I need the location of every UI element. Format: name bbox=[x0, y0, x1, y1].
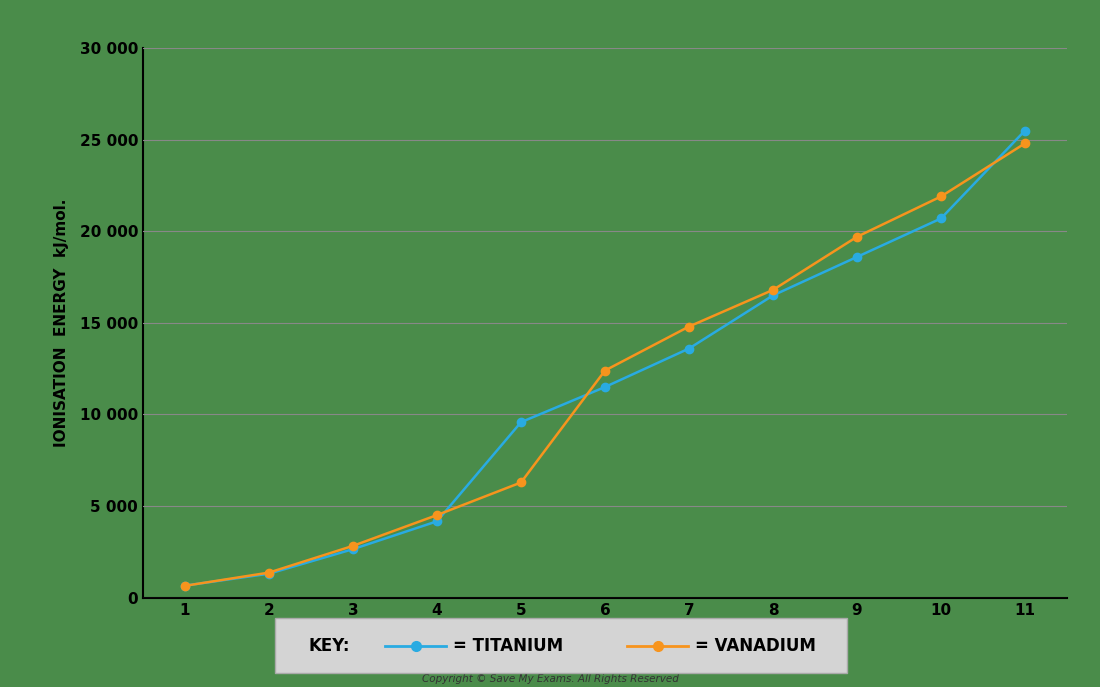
X-axis label: SUCCESSIVE  ELECTRONS  REMOVED: SUCCESSIVE ELECTRONS REMOVED bbox=[434, 629, 776, 646]
Text: Copyright © Save My Exams. All Rights Reserved: Copyright © Save My Exams. All Rights Re… bbox=[421, 673, 679, 684]
Y-axis label: IONISATION  ENERGY  kJ/mol.: IONISATION ENERGY kJ/mol. bbox=[54, 199, 68, 447]
Text: KEY:: KEY: bbox=[308, 637, 350, 655]
Text: = TITANIUM: = TITANIUM bbox=[453, 637, 563, 655]
Text: = VANADIUM: = VANADIUM bbox=[695, 637, 816, 655]
